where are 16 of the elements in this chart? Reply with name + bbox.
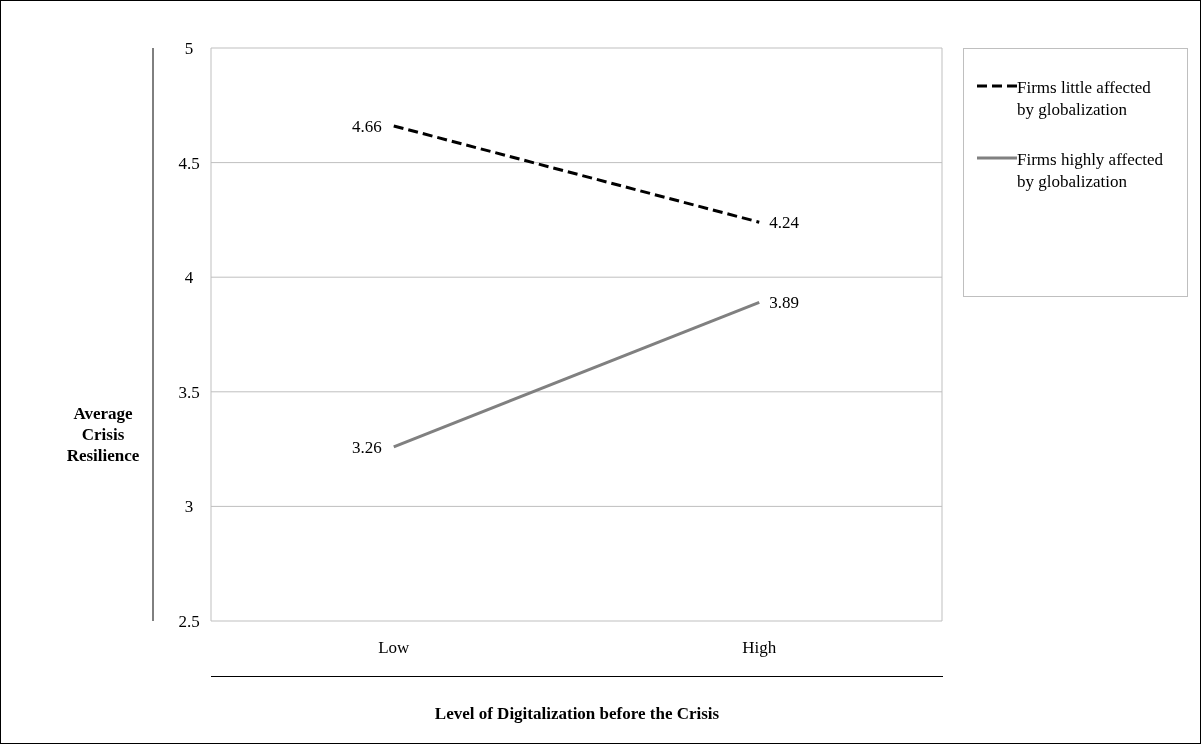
legend-label: Firms highly affected by globalization bbox=[1017, 149, 1165, 193]
x-axis-title: Level of Digitalization before the Crisis bbox=[211, 676, 943, 724]
y-axis-title: Average Crisis Resilience bbox=[65, 403, 141, 466]
data-label: 3.26 bbox=[352, 437, 382, 457]
y-tick-label: 4 bbox=[184, 268, 194, 288]
x-tick-label: High bbox=[742, 638, 777, 658]
legend-label: Firms little affected by globalization bbox=[1017, 77, 1152, 121]
y-tick-label: 5 bbox=[184, 39, 194, 58]
x-tick-label: Low bbox=[378, 638, 411, 658]
data-label: 4.24 bbox=[769, 213, 800, 233]
data-label: 4.66 bbox=[352, 116, 382, 136]
y-tick-label: 4.5 bbox=[178, 153, 200, 173]
y-tick-label: 3.5 bbox=[178, 382, 200, 402]
y-tick-label: 3 bbox=[184, 497, 194, 517]
y-tick-label: 2.5 bbox=[178, 612, 200, 631]
data-label: 3.89 bbox=[769, 293, 799, 313]
